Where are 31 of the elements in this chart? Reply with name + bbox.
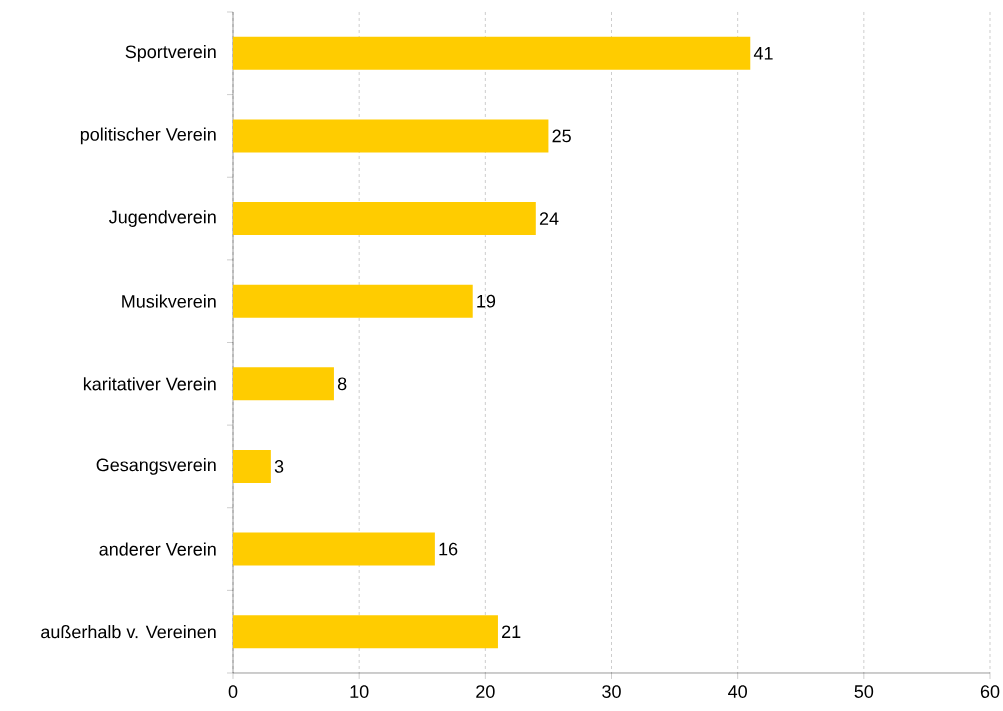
bar (233, 367, 334, 401)
bar (233, 284, 473, 318)
data-label: 25 (552, 129, 571, 143)
bar (233, 202, 536, 236)
y-tick-label: Sportverein (125, 44, 216, 62)
data-label: 41 (753, 47, 773, 60)
bar (233, 615, 498, 649)
data-label: 16 (439, 542, 458, 556)
y-tick-label: anderer Verein (99, 542, 216, 556)
y-tick-label: politischer Verein (80, 127, 216, 145)
x-tick-label: 20 (476, 685, 495, 698)
x-tick-label: 0 (228, 685, 238, 698)
x-tick-label: 60 (980, 685, 1000, 698)
data-label: 19 (477, 294, 496, 308)
data-label: 21 (502, 625, 521, 638)
y-tick-label: Jugendverein (109, 210, 216, 227)
data-label: 8 (337, 377, 347, 391)
y-tick-label: Gesangsverein (96, 458, 216, 475)
bar (233, 119, 549, 153)
bar (233, 449, 271, 483)
y-tick-label: karitativer Verein (83, 377, 216, 391)
data-label: 24 (539, 212, 559, 225)
y-tick-label: außerhalb v. Vereinen (41, 625, 216, 639)
x-tick-label: 40 (728, 685, 747, 698)
x-tick-label: 50 (854, 685, 874, 698)
bar (233, 36, 751, 70)
bar (233, 532, 435, 566)
y-tick-label: Musikverein (122, 294, 216, 308)
x-tick-label: 10 (350, 685, 369, 698)
data-label: 3 (274, 460, 284, 473)
x-tick-label: 30 (602, 685, 621, 698)
